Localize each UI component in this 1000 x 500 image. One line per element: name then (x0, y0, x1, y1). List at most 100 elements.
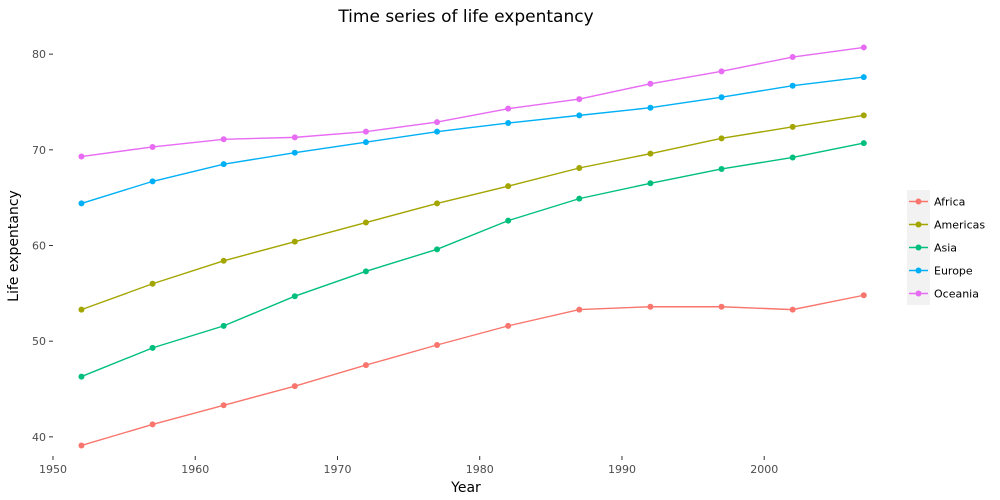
data-point-europe (789, 82, 796, 89)
data-point-americas (860, 112, 867, 119)
chart-title: Time series of life expentancy (337, 7, 593, 27)
data-point-africa (576, 306, 583, 313)
data-point-oceania (220, 136, 227, 143)
legend-item-oceania: Oceania (907, 282, 979, 305)
x-tick-label: 2000 (750, 463, 778, 476)
data-point-americas (149, 280, 156, 287)
x-tick-label: 1980 (466, 463, 494, 476)
data-point-americas (647, 150, 654, 157)
legend-label: Europe (934, 265, 973, 278)
y-tick-label: 80 (32, 48, 46, 61)
data-point-africa (78, 442, 85, 449)
y-tick-label: 50 (32, 335, 46, 348)
legend-item-asia: Asia (907, 236, 957, 259)
data-point-oceania (789, 54, 796, 61)
data-point-oceania (362, 128, 369, 135)
series-line-asia (81, 142, 864, 378)
x-tick-label: 1990 (608, 463, 636, 476)
data-point-asia (362, 268, 369, 275)
data-point-asia (149, 344, 156, 351)
data-point-asia (505, 217, 512, 224)
data-point-americas (576, 164, 583, 171)
data-point-asia (718, 165, 725, 172)
x-axis-title: Year (450, 480, 481, 496)
legend-key-point (915, 244, 922, 251)
series-line-americas (81, 114, 864, 311)
data-point-africa (362, 362, 369, 369)
legend-key-point (915, 198, 922, 205)
legend: Africa Americas Asia Europe Oceania (907, 190, 985, 305)
data-point-americas (291, 238, 298, 245)
series-oceania (78, 44, 867, 160)
data-point-oceania (860, 44, 867, 51)
y-tick-label: 60 (32, 240, 46, 253)
data-point-asia (78, 373, 85, 380)
legend-label: Oceania (934, 288, 979, 301)
y-tick-label: 70 (32, 144, 46, 157)
data-point-asia (291, 293, 298, 300)
series-americas (78, 112, 867, 313)
data-point-oceania (505, 105, 512, 112)
data-point-oceania (434, 119, 441, 126)
data-point-africa (647, 303, 654, 310)
data-point-asia (789, 154, 796, 161)
data-point-europe (718, 94, 725, 101)
data-point-oceania (576, 96, 583, 103)
legend-label: Africa (934, 196, 965, 209)
data-point-oceania (149, 143, 156, 150)
data-point-oceania (291, 134, 298, 141)
data-point-americas (434, 200, 441, 207)
series-europe (78, 74, 867, 207)
series-line-europe (81, 76, 864, 205)
data-point-europe (647, 104, 654, 111)
legend-key-point (915, 221, 922, 228)
data-point-americas (789, 123, 796, 130)
series-africa (78, 292, 867, 449)
data-point-africa (291, 383, 298, 390)
y-tick-label: 40 (32, 431, 46, 444)
legend-label: Asia (934, 242, 957, 255)
axes: 40 50 60 70 80 1950 1960 1970 1980 1990 2000 (32, 48, 778, 476)
data-point-asia (647, 180, 654, 187)
data-point-europe (576, 112, 583, 119)
data-point-americas (362, 219, 369, 226)
x-tick-label: 1970 (323, 463, 351, 476)
legend-key-point (915, 290, 922, 297)
data-point-americas (718, 135, 725, 142)
y-axis-title: Life expentancy (6, 190, 22, 302)
data-point-africa (718, 303, 725, 310)
series-line-africa (81, 294, 864, 447)
data-point-africa (220, 402, 227, 409)
data-point-americas (220, 257, 227, 264)
data-point-americas (505, 183, 512, 190)
data-point-africa (789, 306, 796, 313)
data-point-asia (434, 246, 441, 253)
data-point-asia (220, 322, 227, 329)
series-layer (78, 44, 867, 449)
legend-item-europe: Europe (907, 259, 973, 282)
data-point-oceania (647, 80, 654, 87)
data-point-europe (220, 161, 227, 168)
x-tick-label: 1960 (181, 463, 209, 476)
data-point-europe (78, 200, 85, 207)
data-point-asia (576, 195, 583, 202)
data-point-europe (860, 74, 867, 81)
series-asia (78, 140, 867, 380)
legend-item-americas: Americas (907, 213, 985, 236)
data-point-americas (78, 306, 85, 313)
data-point-europe (362, 139, 369, 146)
data-point-oceania (718, 68, 725, 75)
series-line-oceania (81, 46, 864, 158)
data-point-africa (434, 342, 441, 349)
legend-label: Americas (934, 219, 985, 232)
legend-key-point (915, 267, 922, 274)
data-point-europe (291, 149, 298, 156)
data-point-europe (149, 178, 156, 185)
data-point-europe (434, 128, 441, 135)
x-tick-label: 1950 (39, 463, 67, 476)
legend-item-africa: Africa (907, 190, 965, 213)
data-point-africa (505, 322, 512, 329)
data-point-africa (860, 292, 867, 299)
data-point-oceania (78, 153, 85, 160)
